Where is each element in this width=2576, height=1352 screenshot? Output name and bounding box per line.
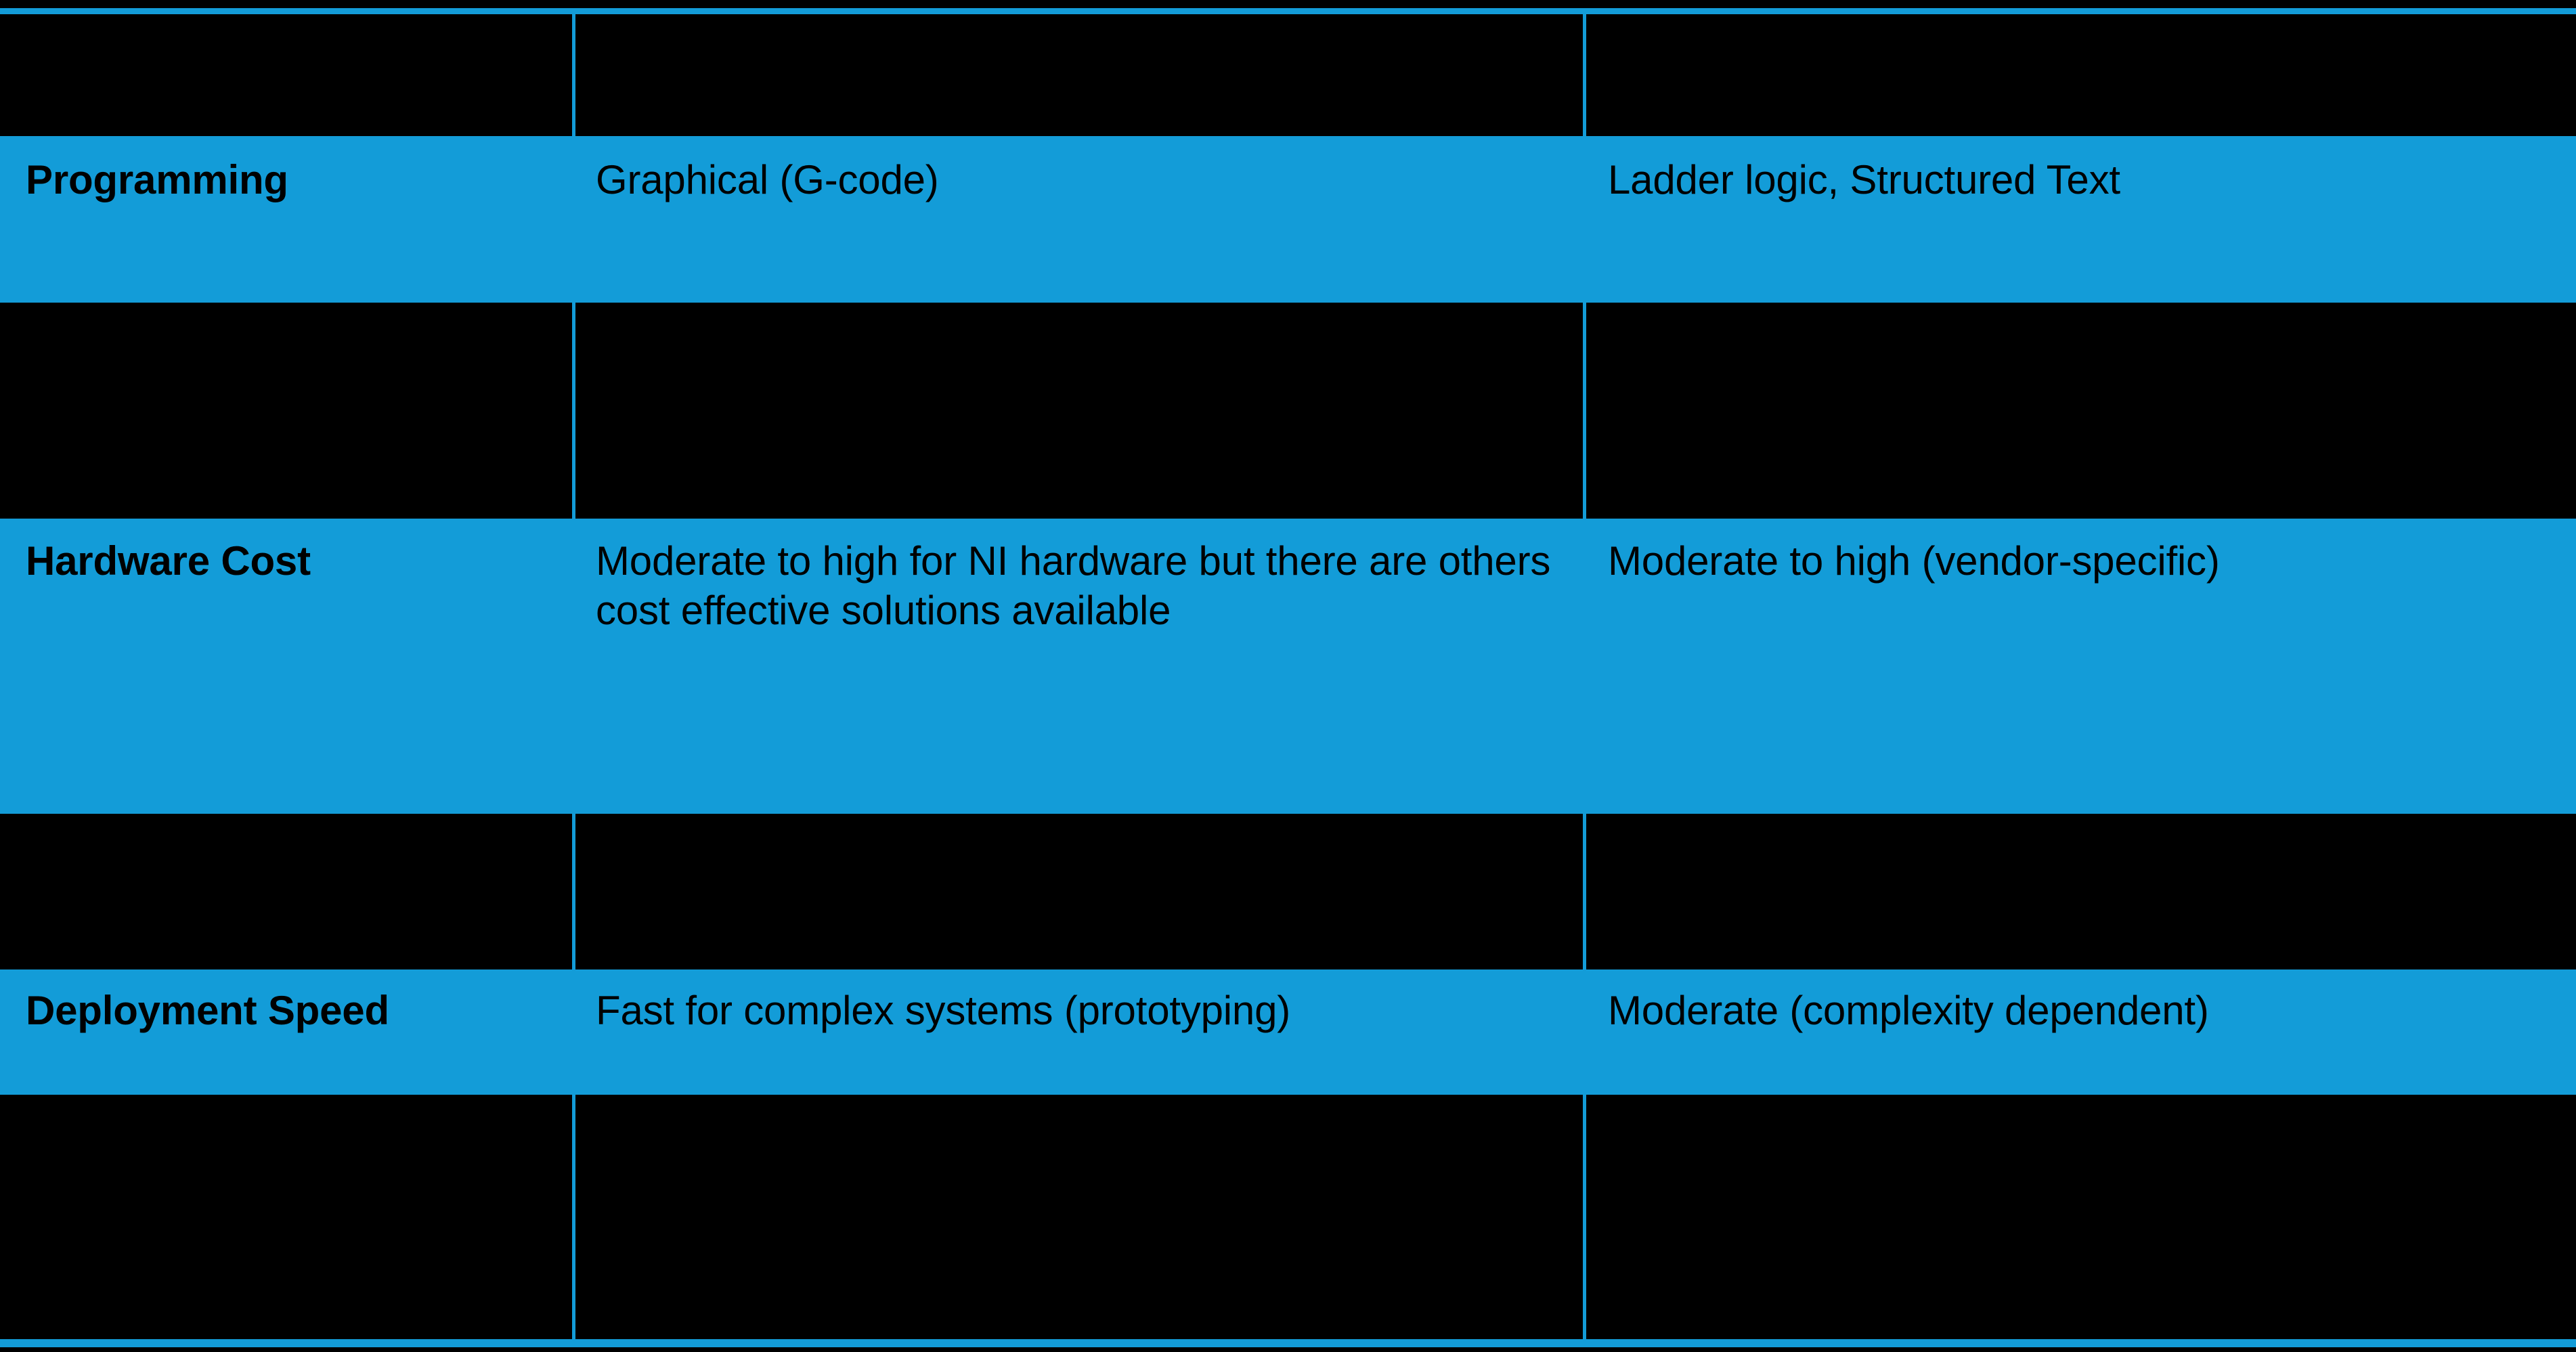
table-row-spacer-2 — [0, 814, 2576, 969]
row-label-hardware-cost: Hardware Cost — [26, 519, 567, 814]
column-divider-1 — [572, 303, 575, 519]
cell-text: Graphical (G-code) — [596, 157, 939, 202]
column-divider-1 — [572, 14, 575, 136]
column-divider-2 — [1583, 1095, 1586, 1339]
cell-text: Deployment Speed — [26, 988, 389, 1033]
cell-text: Hardware Cost — [26, 538, 311, 584]
column-divider-1 — [572, 814, 575, 969]
cell-programming-col2: Graphical (G-code) — [596, 136, 1571, 303]
table-row-spacer-top — [0, 14, 2576, 136]
table-bottom-rule — [0, 1339, 2576, 1347]
column-divider-2 — [1583, 303, 1586, 519]
column-divider-1 — [572, 1095, 575, 1339]
cell-text: Moderate to high (vendor-specific) — [1608, 538, 2220, 584]
cell-deployment-speed-col3: Moderate (complexity dependent) — [1608, 969, 2556, 1095]
table-row-hardware-cost[interactable]: Hardware Cost Moderate to high for NI ha… — [0, 519, 2576, 814]
cell-text: Moderate to high for NI hardware but the… — [596, 538, 1551, 634]
table-row-spacer-bottom — [0, 1095, 2576, 1339]
table-row-programming[interactable]: Programming Graphical (G-code) Ladder lo… — [0, 136, 2576, 303]
cell-hardware-cost-col3: Moderate to high (vendor-specific) — [1608, 519, 2556, 814]
column-divider-2 — [1583, 814, 1586, 969]
cell-text: Moderate (complexity dependent) — [1608, 988, 2209, 1033]
cell-text: Programming — [26, 157, 288, 202]
cell-deployment-speed-col2: Fast for complex systems (prototyping) — [596, 969, 1571, 1095]
row-label-deployment-speed: Deployment Speed — [26, 969, 567, 1095]
column-divider-2 — [1583, 14, 1586, 136]
cell-programming-col3: Ladder logic, Structured Text — [1608, 136, 2556, 303]
table-top-rule — [0, 8, 2576, 14]
cell-hardware-cost-col2: Moderate to high for NI hardware but the… — [596, 519, 1571, 814]
cell-text: Fast for complex systems (prototyping) — [596, 988, 1291, 1033]
table-row-spacer-1 — [0, 303, 2576, 519]
table-row-deployment-speed[interactable]: Deployment Speed Fast for complex system… — [0, 969, 2576, 1095]
cell-text: Ladder logic, Structured Text — [1608, 157, 2120, 202]
row-label-programming: Programming — [26, 136, 567, 303]
